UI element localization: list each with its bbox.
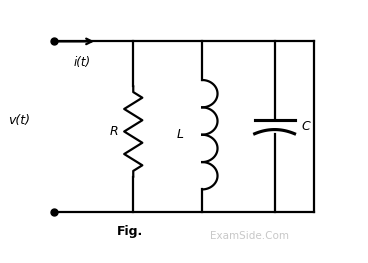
Text: ExamSide.Com: ExamSide.Com — [210, 231, 289, 241]
Text: C: C — [301, 120, 310, 133]
Text: R: R — [110, 125, 119, 138]
Text: L: L — [177, 128, 184, 141]
Text: i(t): i(t) — [74, 56, 91, 69]
Text: Fig.: Fig. — [117, 225, 143, 238]
Text: v(t): v(t) — [8, 114, 30, 127]
